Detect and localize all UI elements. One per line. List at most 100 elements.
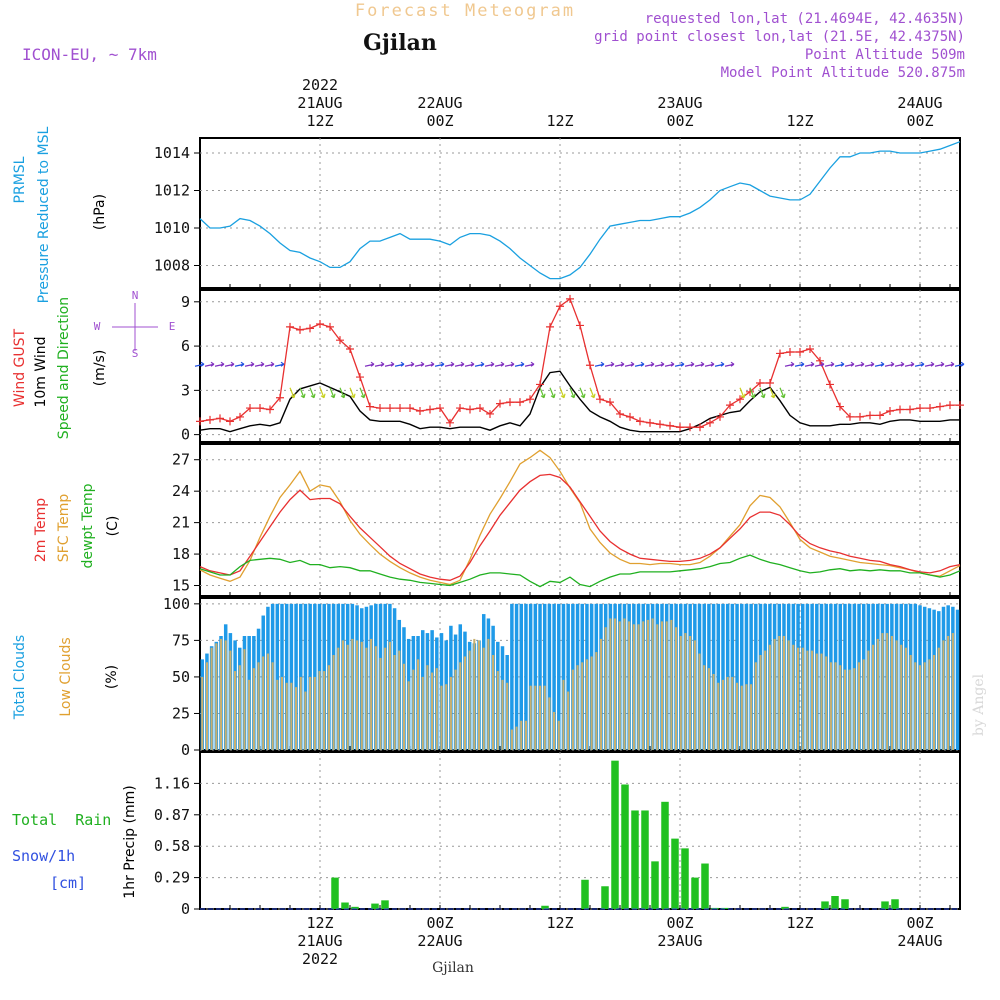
y-tick-label: 1008	[154, 257, 190, 275]
wind-arrow	[539, 387, 546, 399]
clouds-labels: Total Clouds Low Clouds (%)	[12, 635, 120, 720]
clouds-label-2: Low Clouds	[58, 637, 74, 716]
y-tick-label: 75	[172, 631, 190, 649]
y-tick-label: 0.58	[154, 837, 190, 855]
wind-arrow	[894, 361, 905, 367]
low-cloud-bar	[872, 644, 875, 750]
gust-marker	[826, 380, 834, 389]
low-cloud-bar	[351, 638, 354, 750]
gust-marker	[626, 412, 634, 421]
top-time-label: 12Z	[306, 112, 333, 130]
wind-arrow	[884, 361, 895, 367]
low-cloud-bar	[473, 638, 476, 750]
gust-marker	[596, 395, 604, 404]
bottom-time-label: 22AUG	[417, 932, 462, 950]
y-tick-label: 27	[172, 451, 190, 469]
super-title: Forecast Meteogram	[355, 1, 575, 21]
gust-marker	[906, 405, 914, 414]
gust-marker	[666, 421, 674, 430]
low-cloud-bar	[862, 659, 865, 750]
rain-bar	[671, 838, 679, 909]
low-cloud-bar	[848, 669, 851, 750]
wind-arrow	[244, 361, 255, 367]
low-cloud-bar	[557, 720, 560, 750]
wind-arrow	[234, 361, 245, 367]
rain-bar	[701, 863, 709, 909]
wind-arrow	[254, 361, 265, 367]
low-cloud-bar	[867, 650, 870, 750]
gust-marker	[476, 404, 484, 413]
wind-arrow	[914, 361, 925, 367]
gust-marker	[656, 420, 664, 429]
rain-bar	[341, 902, 349, 909]
low-cloud-bar	[707, 668, 710, 750]
total-cloud-bar	[538, 603, 542, 750]
point-altitude: Point Altitude 509m	[805, 47, 965, 63]
rain-bar	[841, 899, 849, 909]
precip-unit: 1hr Precip (mm)	[122, 785, 138, 898]
wind-arrow	[644, 361, 655, 367]
wind-arrow	[299, 387, 306, 399]
pressure-line	[199, 141, 961, 280]
wind-arrow	[444, 361, 455, 367]
pressure-panel: 1008 1010 1012 1014	[154, 137, 961, 289]
wind-arrow	[844, 361, 855, 367]
bottom-time-label: 12Z	[546, 914, 573, 932]
temp-unit: (C)	[105, 516, 121, 537]
bottom-time-label: 00Z	[666, 914, 693, 932]
wind-arrow	[264, 361, 275, 367]
low-cloud-bar	[918, 665, 922, 750]
y-tick-label: 25	[172, 704, 190, 722]
low-cloud-bar	[768, 644, 771, 750]
gust-marker	[496, 399, 504, 408]
low-cloud-bar	[900, 644, 903, 750]
rain-bar	[631, 810, 639, 909]
low-cloud-bar	[299, 676, 302, 750]
low-cloud-bar	[257, 662, 260, 750]
wind-arrow	[714, 361, 725, 367]
low-cloud-bar	[684, 633, 687, 750]
total-cloud-bar	[552, 603, 556, 750]
low-cloud-bar	[895, 640, 898, 750]
total-cloud-bar	[744, 603, 749, 750]
panel-frame	[199, 597, 961, 751]
wind-arrow	[404, 361, 415, 367]
low-cloud-bar	[229, 650, 232, 750]
low-cloud-bar	[604, 627, 607, 750]
wind-arrow	[769, 387, 776, 399]
low-cloud-bar	[332, 655, 335, 750]
gust-marker	[196, 417, 204, 426]
wind-arrow	[274, 361, 285, 367]
low-cloud-bar	[853, 668, 856, 750]
gust-marker	[946, 401, 954, 410]
low-cloud-bar	[524, 720, 527, 750]
low-cloud-bar	[614, 618, 617, 750]
low-cloud-bar	[731, 676, 734, 750]
gust-marker	[846, 412, 854, 421]
rain-bar	[351, 906, 359, 909]
low-cloud-bar	[238, 665, 241, 750]
low-cloud-bar	[468, 650, 471, 750]
wind-label-3: Speed and Direction	[56, 297, 72, 439]
low-cloud-bar	[510, 729, 513, 750]
low-cloud-bar	[886, 633, 889, 750]
gust-marker	[336, 336, 344, 345]
wind-arrow	[824, 361, 835, 367]
low-cloud-bar	[562, 679, 565, 750]
low-cloud-bar	[553, 712, 556, 750]
wind-arrow	[454, 361, 465, 367]
low-cloud-bar	[534, 685, 537, 750]
y-tick-label: 0.29	[154, 869, 190, 887]
wind-arrow	[589, 387, 596, 399]
gust-marker	[706, 418, 714, 427]
gust-marker	[466, 405, 474, 414]
low-cloud-bar	[590, 656, 593, 750]
gust-marker	[896, 405, 904, 414]
low-cloud-bar	[482, 647, 485, 750]
low-cloud-bar	[248, 679, 251, 750]
gust-marker	[726, 401, 734, 410]
wind-arrow	[434, 361, 445, 367]
wind-arrow	[634, 361, 645, 367]
